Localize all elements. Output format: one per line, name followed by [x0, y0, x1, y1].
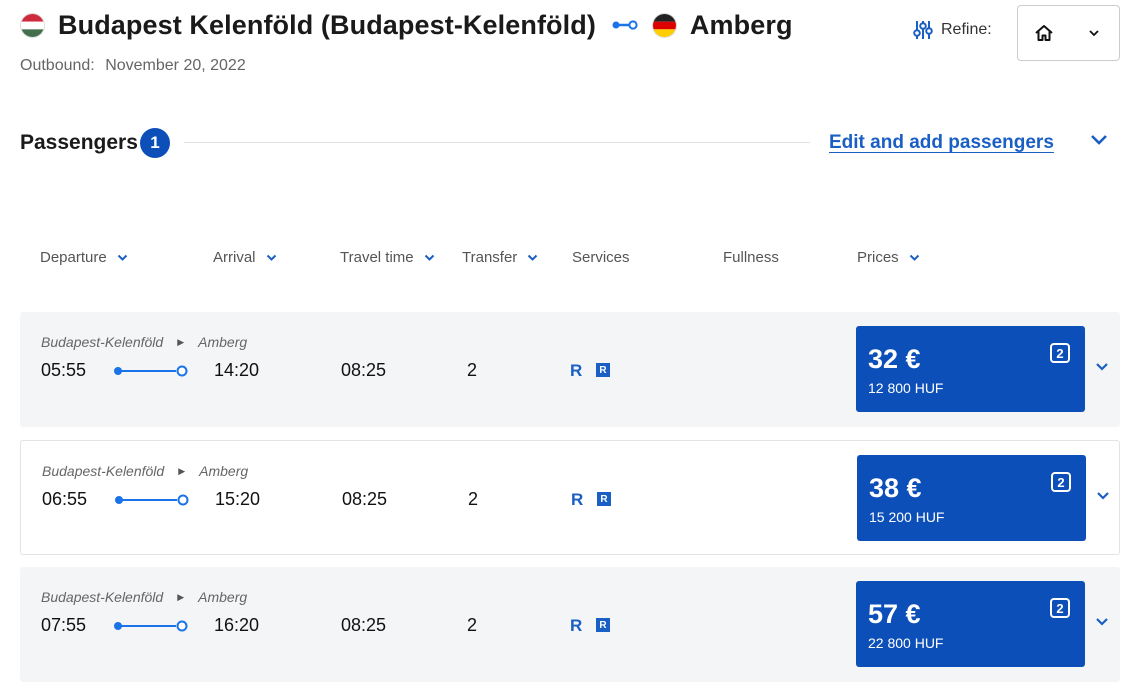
home-icon [1035, 25, 1053, 41]
chevron-down-icon [528, 254, 538, 261]
outbound-label: Outbound: [20, 57, 95, 74]
refine-control[interactable]: Refine: [913, 20, 992, 40]
price-button[interactable]: 57 € 22 800 HUF 2 [856, 581, 1085, 667]
price-huf: 22 800 HUF [868, 635, 944, 651]
trip-to: Amberg [198, 334, 248, 350]
outbound-date: Outbound: November 20, 2022 [20, 57, 246, 75]
transfer-count: 2 [467, 360, 478, 380]
chevron-down-icon[interactable] [1095, 617, 1109, 627]
flag-hungary-icon [20, 12, 45, 38]
trip-row[interactable]: Budapest-Kelenföld ▶ Amberg 07:55 16:20 … [20, 567, 1120, 682]
trip-to: Amberg [198, 589, 248, 605]
arrival-header: Arrival [213, 249, 256, 266]
transfer-count: 2 [467, 615, 478, 635]
travel-time: 08:25 [341, 360, 387, 380]
chevron-down-icon [1089, 29, 1099, 36]
departure-time: 06:55 [42, 489, 88, 509]
arrival-time: 15:20 [215, 489, 261, 509]
play-arrow-icon: ▶ [177, 591, 185, 602]
class-badge: 2 [1050, 343, 1070, 363]
price-huf: 15 200 HUF [869, 509, 945, 525]
class-badge: 2 [1050, 598, 1070, 618]
price-eur: 38 € [869, 473, 922, 503]
transfer-header: Transfer [462, 249, 518, 266]
connection-line-icon [115, 494, 189, 506]
sort-transfer[interactable]: Transfer [462, 249, 538, 266]
services-header-label: Services [572, 249, 630, 266]
departure-header: Departure [40, 249, 107, 266]
departure-time: 05:55 [41, 360, 87, 380]
chevron-down-icon [909, 254, 919, 261]
connection-line-icon [114, 620, 188, 632]
trip-stations: Budapest-Kelenföld ▶ Amberg [42, 463, 248, 479]
play-arrow-icon: ▶ [177, 336, 185, 347]
trip-to: Amberg [199, 463, 249, 479]
sort-departure[interactable]: Departure [40, 249, 128, 266]
class-badge: 2 [1051, 472, 1071, 492]
edit-passengers-link[interactable]: Edit and add passengers [829, 132, 1054, 153]
flag-germany-icon [651, 12, 677, 38]
price-huf: 12 800 HUF [868, 380, 944, 396]
chevron-down-icon [424, 254, 434, 261]
sort-arrival[interactable]: Arrival [213, 249, 277, 266]
connection-line-icon [114, 365, 188, 377]
regional-train-icon: R [571, 490, 584, 509]
chevron-down-icon [266, 254, 276, 261]
arrival-time: 16:20 [214, 615, 260, 635]
fullness-header-label: Fullness [723, 249, 779, 266]
passengers-section: Passengers 1 Edit and add passengers [20, 125, 1120, 161]
travel-time: 08:25 [341, 615, 387, 635]
departure-time: 07:55 [41, 615, 87, 635]
fullness-header: Fullness [723, 249, 779, 266]
trip-row[interactable]: Budapest-Kelenföld ▶ Amberg 06:55 15:20 … [20, 440, 1120, 555]
trip-from: Budapest-Kelenföld [42, 463, 165, 479]
trip-stations: Budapest-Kelenföld ▶ Amberg [41, 334, 247, 350]
arrival-time: 14:20 [214, 360, 260, 380]
transfer-count: 2 [468, 489, 479, 509]
regional-train-icon: R [570, 361, 583, 380]
outbound-date-value: November 20, 2022 [105, 57, 246, 74]
price-button[interactable]: 38 € 15 200 HUF 2 [857, 455, 1086, 541]
prices-header: Prices [857, 249, 899, 266]
column-headers: Departure Arrival Travel time Transfer S… [0, 249, 1133, 269]
sort-travel-time[interactable]: Travel time [340, 249, 435, 266]
reservation-icon: R [596, 618, 610, 632]
reservation-icon: R [597, 492, 611, 506]
origin-station: Budapest Kelenföld (Budapest-Kelenföld) [58, 9, 596, 40]
chevron-down-icon[interactable] [1090, 134, 1108, 146]
services-header: Services [572, 249, 630, 266]
refine-label: Refine: [941, 21, 992, 38]
trip-stations: Budapest-Kelenföld ▶ Amberg [41, 589, 247, 605]
regional-train-icon: R [570, 616, 583, 635]
sliders-icon [913, 21, 933, 39]
divider [184, 142, 810, 143]
chevron-down-icon[interactable] [1096, 491, 1110, 501]
chevron-down-icon [117, 254, 127, 261]
trip-from: Budapest-Kelenföld [41, 334, 164, 350]
price-button[interactable]: 32 € 12 800 HUF 2 [856, 326, 1085, 412]
home-select[interactable] [1017, 5, 1120, 61]
sort-prices[interactable]: Prices [857, 249, 920, 266]
travel-time: 08:25 [342, 489, 388, 509]
passengers-label: Passengers [20, 131, 138, 154]
passenger-count-badge: 1 [140, 128, 170, 158]
destination-station: Amberg [689, 9, 793, 40]
chevron-down-icon[interactable] [1095, 362, 1109, 372]
travel-time-header: Travel time [340, 249, 414, 266]
play-arrow-icon: ▶ [178, 465, 186, 476]
reservation-icon: R [596, 363, 610, 377]
route-arrow-icon [612, 20, 638, 30]
price-eur: 57 € [868, 599, 921, 629]
price-eur: 32 € [868, 344, 921, 374]
trip-from: Budapest-Kelenföld [41, 589, 164, 605]
route-title: Budapest Kelenföld (Budapest-Kelenföld) … [20, 8, 809, 42]
journey-header: Budapest Kelenföld (Budapest-Kelenföld) … [20, 5, 1120, 88]
trip-row[interactable]: Budapest-Kelenföld ▶ Amberg 05:55 14:20 … [20, 312, 1120, 427]
